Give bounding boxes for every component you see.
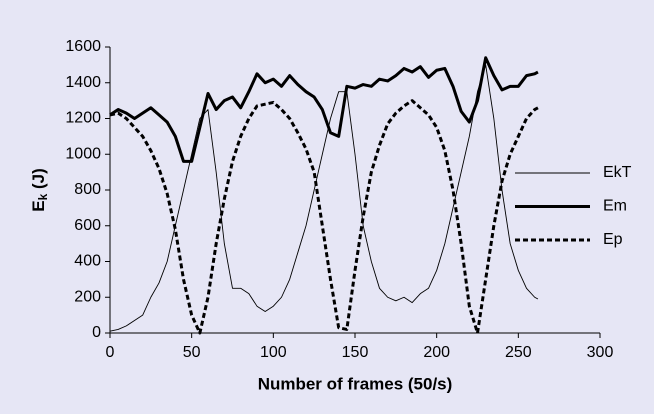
y-tick-label: 600 [74, 217, 101, 234]
y-tick-label: 800 [74, 181, 101, 198]
legend-label: Em [603, 198, 627, 215]
x-tick-label: 300 [587, 344, 614, 361]
legend-label: Ep [603, 231, 623, 248]
x-tick-label: 50 [183, 344, 201, 361]
legend-label: EkT [603, 164, 632, 181]
y-tick-label: 0 [92, 324, 101, 341]
x-axis-title: Number of frames (50/s) [258, 374, 453, 393]
x-tick-label: 0 [106, 344, 115, 361]
y-axis-title-unit: (J) [29, 168, 48, 194]
y-tick-label: 1400 [65, 74, 101, 91]
y-axis-title-sub: k [36, 193, 50, 200]
x-tick-label: 150 [342, 344, 369, 361]
y-axis-title-main: E [29, 200, 48, 211]
y-tick-label: 1200 [65, 110, 101, 127]
y-tick-label: 1000 [65, 145, 101, 162]
series-line [109, 64, 539, 332]
y-tick-label: 200 [74, 288, 101, 305]
series-line [109, 56, 539, 163]
y-tick-label: 1600 [65, 38, 101, 55]
y-tick-label: 400 [74, 253, 101, 270]
x-tick-label: 200 [423, 344, 450, 361]
x-tick-label: 100 [260, 344, 287, 361]
y-axis-title: Ek (J) [29, 168, 50, 212]
series-line [109, 99, 539, 335]
x-tick-label: 250 [505, 344, 532, 361]
